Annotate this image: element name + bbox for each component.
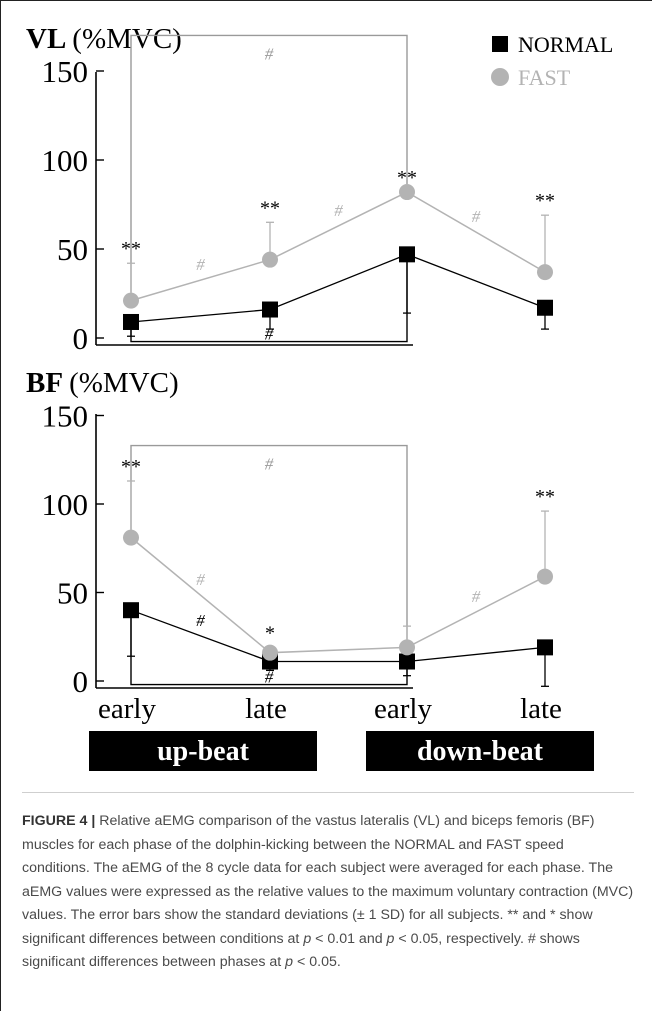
vl-sig-condition: **	[397, 167, 417, 189]
vl-title-muscle: VL	[26, 23, 66, 55]
legend-fast-marker	[491, 68, 509, 86]
vl-fast-point	[123, 292, 139, 309]
vl-fast-point	[537, 264, 553, 281]
vl-bracket-sig-top: #	[265, 44, 274, 63]
upbeat-box	[89, 731, 317, 771]
vl-sig-condition: **	[121, 238, 141, 260]
caption-text-4: < 0.05.	[293, 954, 341, 970]
bf-sig-phase: #	[196, 611, 205, 630]
bf-normal-point	[123, 602, 139, 619]
vl-normal-point	[123, 313, 139, 330]
bf-title-muscle: BF	[26, 367, 63, 399]
vl-bracket-sig-bottom: #	[265, 325, 274, 344]
bf-normal-point	[399, 653, 415, 670]
caption-divider	[22, 792, 634, 793]
bf-y-tick-label: 0	[73, 664, 89, 699]
bf-sig-phase: #	[472, 587, 481, 606]
downbeat-label: down-beat	[417, 736, 544, 767]
vl-y-tick-label: 150	[42, 54, 89, 89]
bf-title: BF (%MVC)	[26, 367, 179, 399]
downbeat-box	[366, 731, 594, 771]
caption-p3: p	[285, 954, 294, 970]
vl-sig-phase: #	[196, 255, 205, 274]
bf-y-tick-label: 100	[42, 487, 89, 522]
vl-sig-condition: **	[260, 197, 280, 219]
vl-title-unit: (%MVC)	[72, 23, 182, 55]
x-tick-label: late	[245, 693, 287, 725]
bf-normal-point	[537, 639, 553, 656]
legend-fast-label: FAST	[518, 65, 571, 90]
bf-bracket-sig-bottom: #	[265, 668, 274, 687]
bf-sig-condition: **	[121, 456, 141, 478]
chart-area: NORMAL FAST VL (%MVC) BF (%MVC) 050100150#…	[26, 23, 613, 771]
legend: NORMAL FAST	[491, 32, 613, 90]
upbeat-label: up-beat	[157, 736, 249, 767]
figure-caption: FIGURE 4 | Relative aEMG comparison of t…	[22, 810, 634, 975]
x-tick-label: late	[520, 693, 562, 725]
bf-sig-condition: **	[535, 486, 555, 508]
bf-fast-point	[123, 529, 139, 546]
bf-y-tick-label: 150	[42, 399, 89, 434]
vl-sig-phase: #	[472, 207, 481, 226]
vl-fast-point	[399, 184, 415, 201]
legend-normal-label: NORMAL	[518, 32, 613, 57]
bf-fast-point	[399, 639, 415, 656]
vl-y-tick-label: 50	[57, 232, 88, 267]
vl-normal-point	[399, 246, 415, 263]
vl-sig-phase: #	[334, 201, 343, 220]
bf-fast-point	[262, 644, 278, 661]
vl-sig-condition: **	[535, 190, 555, 212]
phase-boxes: up-beat down-beat	[89, 731, 594, 771]
vl-y-tick-label: 100	[42, 143, 89, 178]
bf-fast-line	[130, 537, 546, 654]
x-axis-labels: early late early late	[98, 693, 562, 725]
figure-frame-left	[0, 0, 1, 1011]
vl-title: VL (%MVC)	[26, 23, 182, 55]
x-tick-label: early	[98, 693, 156, 725]
bf-bracket-top	[130, 444, 408, 640]
bf-y-tick-label: 50	[57, 576, 88, 611]
caption-text-1: Relative aEMG comparison of the vastus l…	[22, 813, 634, 947]
vl-panel: 0 50 100 150 # # ** ** ** ** # # #	[42, 34, 555, 356]
x-tick-label: early	[374, 693, 432, 725]
figure-frame-top	[0, 0, 652, 1]
bf-sig-phase: #	[196, 570, 205, 589]
bf-fast-point	[537, 568, 553, 585]
bf-title-unit: (%MVC)	[69, 367, 179, 399]
vl-fast-point	[262, 251, 278, 268]
vl-fast-line	[130, 191, 546, 302]
legend-normal-marker	[492, 36, 508, 52]
caption-p1: p	[303, 930, 312, 947]
caption-text-3: < 0.05, respectively. # shows significan…	[22, 930, 580, 971]
vl-normal-point	[537, 299, 553, 316]
caption-label: FIGURE 4 |	[22, 813, 96, 829]
caption-p2: p	[386, 930, 395, 947]
caption-text-2: < 0.01 and	[311, 930, 387, 947]
bf-sig-condition: *	[265, 622, 275, 644]
bf-bracket-sig-top: #	[265, 455, 274, 474]
vl-normal-line	[130, 253, 546, 323]
vl-normal-point	[262, 301, 278, 318]
vl-bracket-top	[130, 34, 408, 293]
bf-normal-line	[130, 609, 546, 663]
vl-y-tick-label: 0	[73, 321, 89, 356]
